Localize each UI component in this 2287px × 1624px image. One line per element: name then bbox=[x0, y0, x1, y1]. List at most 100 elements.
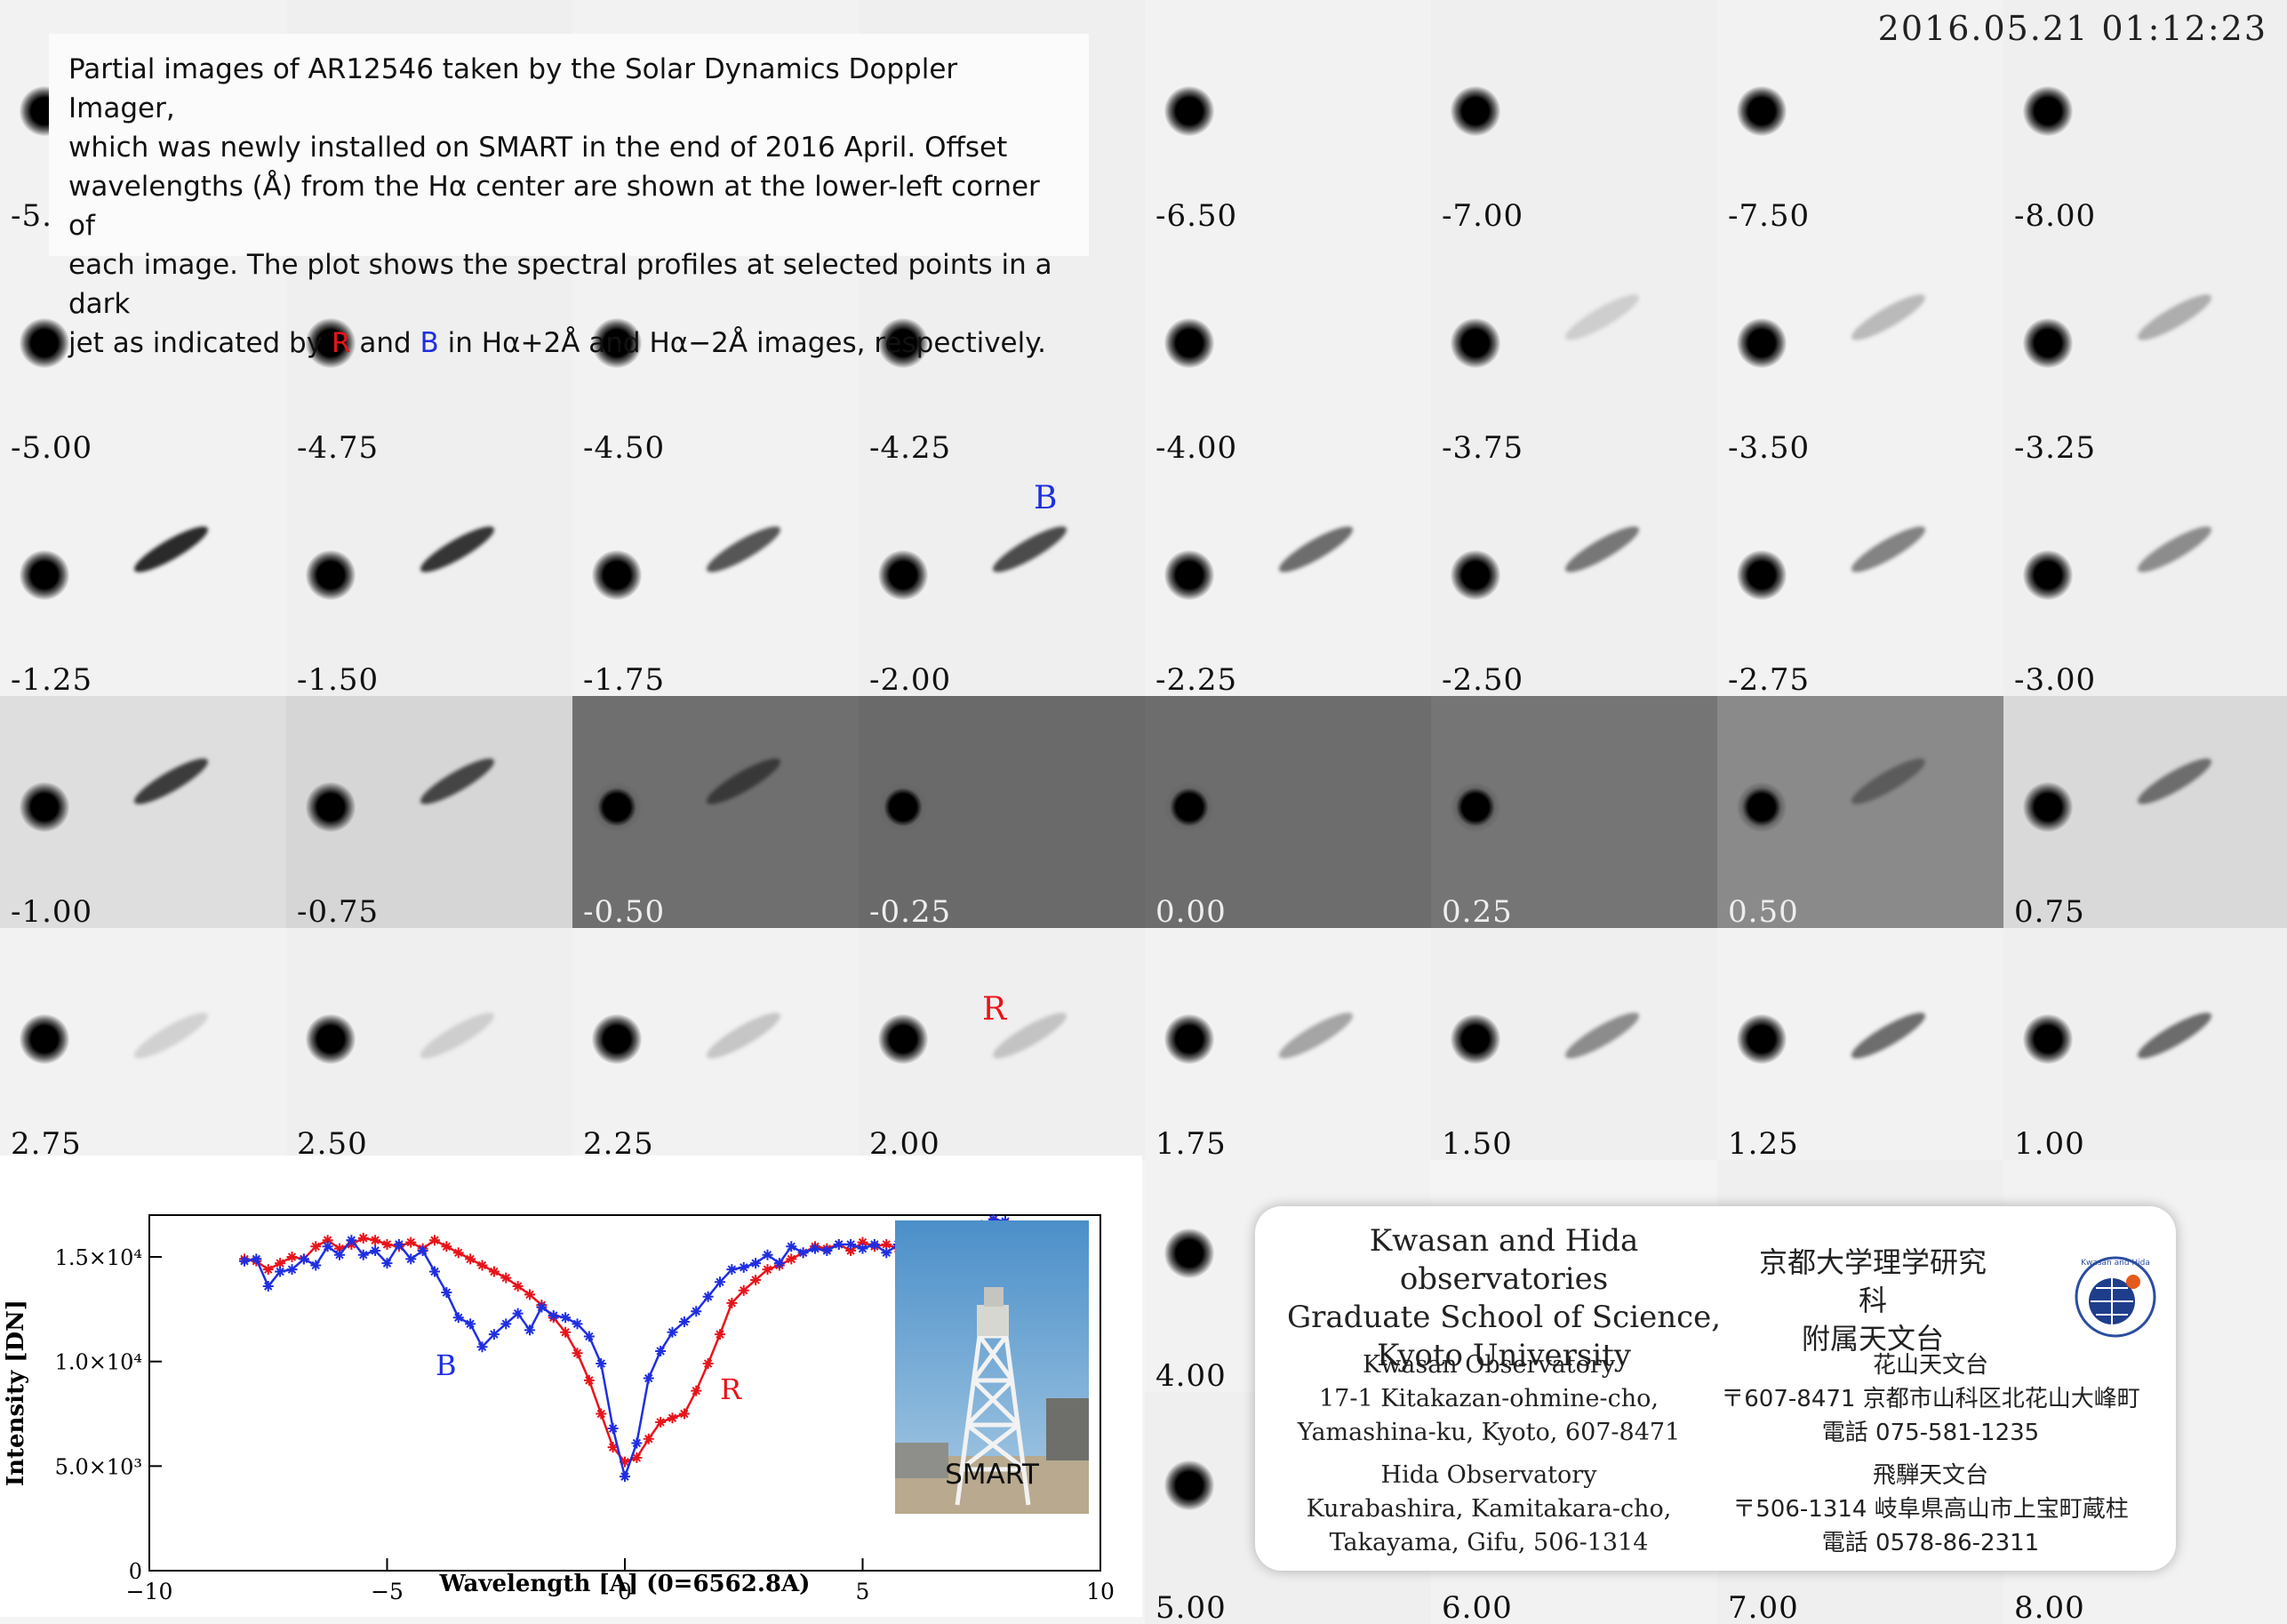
data-point-b bbox=[357, 1249, 369, 1260]
solar-image-tile: -8.00 bbox=[2003, 0, 2287, 232]
wavelength-offset-label: 2.00 bbox=[869, 1126, 940, 1160]
wavelength-offset-label: 7.00 bbox=[1728, 1590, 1799, 1624]
b-point-marker: B bbox=[1034, 480, 1058, 516]
wavelength-offset-label: -3.75 bbox=[1442, 430, 1524, 464]
sunspot bbox=[1164, 782, 1214, 832]
data-point-b bbox=[988, 1213, 999, 1225]
caption-text: jet as indicated by bbox=[68, 327, 332, 359]
wavelength-offset-label: -1.50 bbox=[297, 662, 380, 696]
jet-feature bbox=[2132, 1005, 2217, 1066]
data-point-r bbox=[381, 1238, 393, 1250]
caption-line: jet as indicated by R and B in Hα+2Å and… bbox=[68, 324, 1069, 363]
sunspot bbox=[878, 782, 928, 832]
wavelength-offset-label: -2.00 bbox=[869, 662, 952, 696]
solar-image-tile: 2.00 bbox=[859, 928, 1145, 1160]
solar-image-tile: -1.50 bbox=[286, 464, 572, 696]
data-point-b bbox=[702, 1291, 714, 1302]
solar-image-tile: 2.75 bbox=[0, 928, 286, 1160]
data-point-b bbox=[251, 1253, 262, 1265]
kwasan-address-ja: 花山天文台 〒607-8471 京都市山科区北花山大峰町 電話 075-581-… bbox=[1691, 1348, 2171, 1450]
sunspot bbox=[20, 782, 69, 832]
data-point-b bbox=[750, 1258, 762, 1269]
plot-svg: −10 −5 0 5 10 0 5.0×10³ 1.0×10⁴ 1.5×10⁴ Waveleng… bbox=[3, 1213, 1115, 1604]
data-point-b bbox=[429, 1266, 440, 1277]
jet-feature bbox=[1846, 1005, 1931, 1066]
sunspot bbox=[1737, 318, 1787, 368]
wavelength-offset-label: 1.00 bbox=[2014, 1126, 2085, 1160]
data-point-r bbox=[488, 1266, 500, 1277]
data-point-b bbox=[465, 1318, 476, 1330]
data-point-r bbox=[310, 1241, 322, 1252]
hida-name-en: Hida Observatory bbox=[1380, 1461, 1597, 1489]
wavelength-offset-label: -0.25 bbox=[869, 894, 952, 928]
hida-address-ja: 飛騨天文台 〒506-1314 岐阜県高山市上宝町蔵柱 電話 0578-86-2… bbox=[1691, 1459, 2171, 1560]
jet-feature bbox=[415, 1005, 500, 1066]
data-point-b bbox=[500, 1318, 512, 1330]
solar-image-tile: -7.00 bbox=[1431, 0, 1717, 232]
wavelength-offset-label: 8.00 bbox=[2014, 1590, 2085, 1624]
data-point-r bbox=[715, 1329, 725, 1340]
data-point-r bbox=[643, 1433, 654, 1444]
kwasan-tel: 電話 075-581-1235 bbox=[1821, 1420, 2040, 1446]
title-ja: 京都大学理学研究科 附属天文台 bbox=[1753, 1244, 1993, 1358]
title-en-line: Kwasan and Hida observatories bbox=[1369, 1223, 1639, 1297]
data-point-b bbox=[334, 1249, 345, 1260]
x-tick-label: −10 bbox=[126, 1579, 173, 1604]
sunspot bbox=[20, 318, 69, 368]
wavelength-offset-label: -5.00 bbox=[11, 430, 93, 464]
data-point-r bbox=[667, 1412, 678, 1424]
wavelength-offset-label: -1.25 bbox=[11, 662, 93, 696]
data-point-r bbox=[857, 1236, 868, 1248]
sunspot bbox=[306, 550, 356, 600]
solar-image-tile: -4.00 bbox=[1145, 232, 1431, 464]
data-point-b bbox=[310, 1260, 322, 1271]
data-point-b bbox=[857, 1243, 868, 1254]
wavelength-offset-label: -3.00 bbox=[2014, 662, 2097, 696]
sunspot bbox=[592, 318, 642, 368]
data-point-r bbox=[572, 1348, 583, 1359]
data-point-b bbox=[596, 1358, 607, 1370]
kwasan-addr-line: Yamashina-ku, Kyoto, 607-8471 bbox=[1297, 1419, 1681, 1446]
wavelength-offset-label: 5.00 bbox=[1155, 1590, 1227, 1624]
sunspot bbox=[1164, 1228, 1214, 1278]
r-point-marker: R bbox=[982, 991, 1007, 1028]
sunspot bbox=[1451, 1014, 1500, 1064]
sunspot bbox=[878, 1014, 928, 1064]
wavelength-offset-label: 0.75 bbox=[2014, 894, 2085, 928]
kwasan-addr-ja: 〒607-8471 京都市山科区北花山大峰町 bbox=[1721, 1386, 2140, 1412]
title-en: Kwasan and Hida observatories Graduate S… bbox=[1264, 1222, 1744, 1375]
hida-addr-line: Kurabashira, Kamitakara-cho, bbox=[1306, 1495, 1672, 1523]
data-point-b bbox=[476, 1341, 488, 1353]
hida-name-ja: 飛騨天文台 bbox=[1872, 1462, 1988, 1489]
sunspot bbox=[1451, 318, 1500, 368]
caption-line: Partial images of AR12546 taken by the S… bbox=[68, 53, 958, 124]
sunspot bbox=[1737, 86, 1787, 136]
sunspot bbox=[1737, 1014, 1787, 1064]
data-point-r bbox=[441, 1241, 452, 1252]
data-point-b bbox=[548, 1309, 559, 1321]
data-point-r bbox=[405, 1236, 417, 1248]
jet-feature bbox=[1846, 287, 1931, 348]
smart-telescope-photo: SMART bbox=[895, 1220, 1089, 1514]
data-point-b bbox=[833, 1238, 844, 1250]
observatory-info-card: Kwasan and Hida observatories Graduate S… bbox=[1255, 1206, 2176, 1571]
solar-image-tile: -2.50 bbox=[1431, 464, 1717, 696]
data-point-b bbox=[405, 1253, 417, 1265]
solar-image-tile: -5.00 bbox=[0, 232, 286, 464]
title-en-line: Kyoto University bbox=[1376, 1338, 1632, 1373]
x-tick-label: 5 bbox=[856, 1579, 870, 1604]
observatory-logo: Kwasan and Hida bbox=[2075, 1256, 2156, 1338]
solar-image-tile: -2.75 bbox=[1717, 464, 2003, 696]
solar-image-tile: 2.25 bbox=[572, 928, 859, 1160]
logo-text: Kwasan and Hida bbox=[2081, 1259, 2150, 1268]
wavelength-offset-label: 1.75 bbox=[1155, 1126, 1227, 1160]
wavelength-offset-label: -3.25 bbox=[2014, 430, 2097, 464]
sunspot bbox=[878, 318, 928, 368]
wavelength-offset-label: -7.50 bbox=[1728, 198, 1811, 232]
data-point-r bbox=[762, 1264, 773, 1276]
jet-feature bbox=[1560, 287, 1644, 348]
x-tick-label: 0 bbox=[618, 1579, 632, 1604]
caption-line: wavelengths (Å) from the Hα center are s… bbox=[68, 171, 1040, 242]
data-point-b bbox=[381, 1258, 393, 1269]
solar-image-tile: 0.00 bbox=[1145, 696, 1431, 928]
